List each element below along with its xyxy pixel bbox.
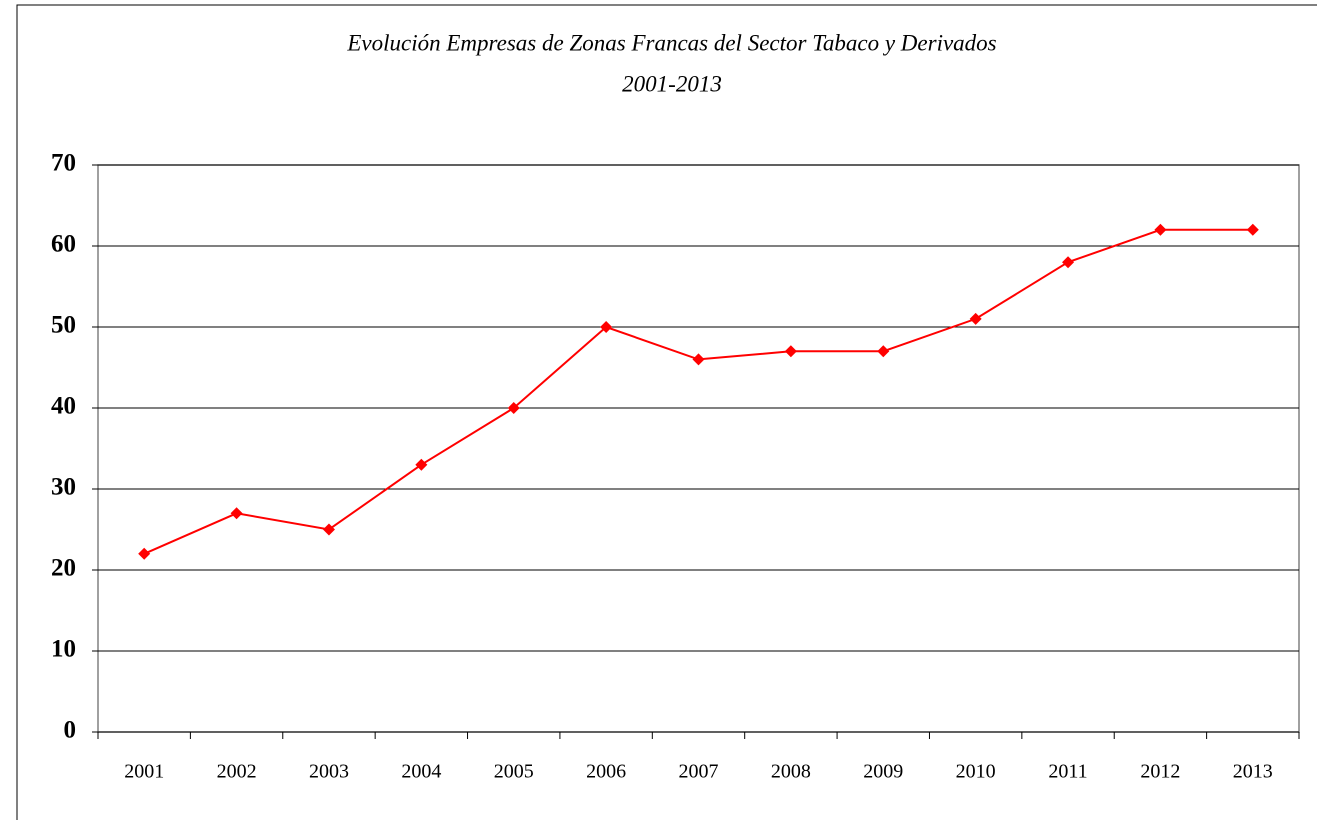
y-tick-label: 40 bbox=[51, 393, 76, 420]
x-tick-label: 2012 bbox=[1140, 761, 1180, 783]
chart-frame bbox=[16, 4, 1317, 820]
data-point bbox=[1154, 223, 1167, 236]
data-point bbox=[230, 507, 243, 520]
x-tick-label: 2011 bbox=[1048, 761, 1087, 783]
x-tick-label: 2008 bbox=[771, 761, 811, 783]
plot-area bbox=[97, 164, 1300, 733]
data-point bbox=[600, 321, 613, 333]
x-tick-label: 2003 bbox=[309, 761, 349, 783]
x-tick-label: 2009 bbox=[863, 761, 903, 783]
data-point bbox=[415, 458, 428, 471]
y-tick-label: 30 bbox=[51, 474, 76, 501]
x-tick-label: 2004 bbox=[401, 761, 441, 783]
y-tick-label: 10 bbox=[51, 636, 76, 663]
x-tick-label: 2007 bbox=[679, 761, 719, 783]
data-point bbox=[322, 523, 335, 536]
data-point bbox=[1062, 256, 1075, 269]
x-tick-label: 2010 bbox=[956, 761, 996, 783]
data-point bbox=[692, 353, 705, 366]
data-point bbox=[784, 345, 797, 358]
x-tick-label: 2006 bbox=[586, 761, 626, 783]
data-line bbox=[143, 228, 1253, 555]
y-tick-label: 60 bbox=[51, 231, 76, 258]
x-tick-label: 2013 bbox=[1233, 761, 1273, 783]
y-tick-label: 20 bbox=[51, 555, 76, 582]
y-tick-label: 50 bbox=[51, 312, 76, 339]
data-point bbox=[969, 312, 982, 325]
x-tick-label: 2001 bbox=[124, 761, 164, 783]
data-point bbox=[138, 547, 151, 560]
chart-title: Evolución Empresas de Zonas Francas del … bbox=[346, 30, 996, 55]
y-tick-label: 70 bbox=[51, 150, 76, 177]
x-tick-label: 2002 bbox=[217, 761, 257, 783]
data-point bbox=[507, 402, 520, 414]
y-tick-label: 0 bbox=[64, 717, 77, 744]
chart-subtitle: 2001-2013 bbox=[622, 71, 722, 96]
data-point bbox=[877, 345, 890, 358]
x-tick-label: 2005 bbox=[494, 761, 534, 783]
data-point bbox=[1246, 223, 1259, 236]
